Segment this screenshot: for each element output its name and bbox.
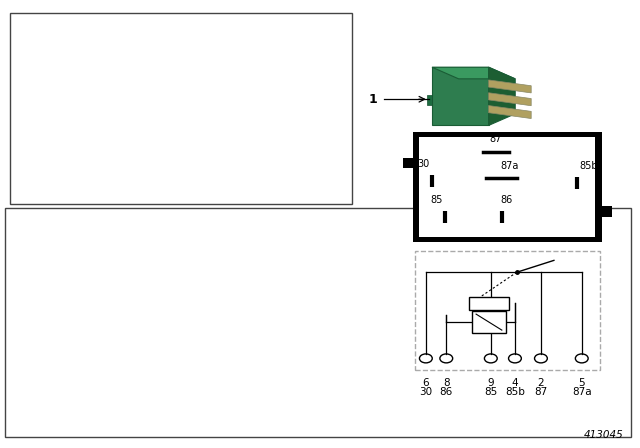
Text: 87: 87 (490, 134, 502, 144)
Bar (413, 132, 602, 242)
Bar (472, 311, 506, 333)
Text: 86: 86 (440, 387, 453, 396)
Bar (468, 297, 509, 310)
Polygon shape (488, 67, 515, 125)
Polygon shape (488, 80, 531, 93)
Bar (403, 158, 413, 168)
Text: 5: 5 (579, 378, 585, 388)
Text: 2: 2 (538, 378, 544, 388)
Text: 85: 85 (431, 195, 443, 205)
Text: 413045: 413045 (584, 430, 624, 440)
Text: 87: 87 (534, 387, 548, 396)
Bar (10, 13, 352, 204)
Polygon shape (432, 67, 515, 79)
Text: 30: 30 (417, 159, 430, 169)
Text: 6: 6 (422, 378, 429, 388)
Bar (415, 251, 600, 370)
Bar (602, 206, 612, 216)
Polygon shape (488, 106, 531, 119)
Text: 87a: 87a (572, 387, 591, 396)
Bar (427, 95, 432, 105)
Text: 8: 8 (443, 378, 449, 388)
Text: 30: 30 (419, 387, 433, 396)
Bar (432, 67, 488, 125)
Text: 4: 4 (511, 378, 518, 388)
Text: 87a: 87a (500, 161, 518, 171)
Text: 9: 9 (488, 378, 494, 388)
Bar (5, 208, 631, 437)
Text: 86: 86 (500, 195, 513, 205)
Text: 1: 1 (369, 93, 378, 106)
Bar (419, 137, 595, 237)
Polygon shape (488, 93, 531, 106)
Text: 85b: 85b (505, 387, 525, 396)
Text: 85: 85 (484, 387, 497, 396)
Text: 85b: 85b (579, 161, 598, 171)
